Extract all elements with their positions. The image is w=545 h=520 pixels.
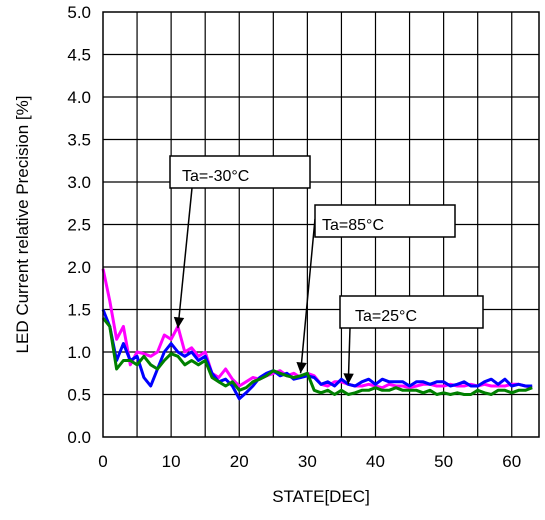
annotation-arrow-line [299,218,316,374]
y-tick-labels: 0.0 0.5 1.0 1.5 2.0 2.5 3.0 3.5 4.0 4.5 5.0 [67,3,91,447]
annotation-label: Ta=85°C [322,217,384,234]
y-tick-label: 2.5 [67,216,91,235]
y-axis-title: LED Current relative Precision [%] [13,96,32,354]
y-tick-label: 4.5 [67,46,91,65]
x-tick-label: 60 [502,452,521,471]
annotation-box [169,155,311,189]
x-tick-labels: 0 10 20 30 40 50 60 [98,452,521,471]
y-tick-label: 3.5 [67,131,91,150]
x-tick-label: 0 [98,452,107,471]
annotation-arrow-head [296,362,307,374]
annotation-label: Ta=25°C [355,308,417,325]
x-tick-label: 10 [162,452,181,471]
y-tick-label: 1.0 [67,343,91,362]
series-line [101,317,533,396]
x-tick-label: 50 [434,452,453,471]
annotation-arrow-head [343,373,354,385]
y-tick-label: 3.0 [67,173,91,192]
y-tick-label: 0.0 [67,428,91,447]
y-tick-label: 4.0 [67,88,91,107]
annotation-arrow-line [177,187,193,329]
y-tick-label: 5.0 [67,3,91,22]
y-tick-label: 1.5 [67,301,91,320]
series-line [101,308,533,401]
annotation-box [314,204,456,238]
annotation-label: Ta=-30°C [182,168,249,185]
plot-frame [102,11,540,438]
x-axis-title: STATE[DEC] [272,487,370,506]
x-tick-label: 20 [230,452,249,471]
y-tick-label: 0.5 [67,386,91,405]
y-tick-label: 2.0 [67,258,91,277]
annotations: Ta=-30°C Ta=85°C Ta=25°C [169,155,484,385]
annotation-arrow-head [173,316,185,329]
annotation-box [339,295,484,329]
series-lines [101,268,533,401]
x-tick-label: 30 [298,452,317,471]
x-tick-label: 40 [366,452,385,471]
